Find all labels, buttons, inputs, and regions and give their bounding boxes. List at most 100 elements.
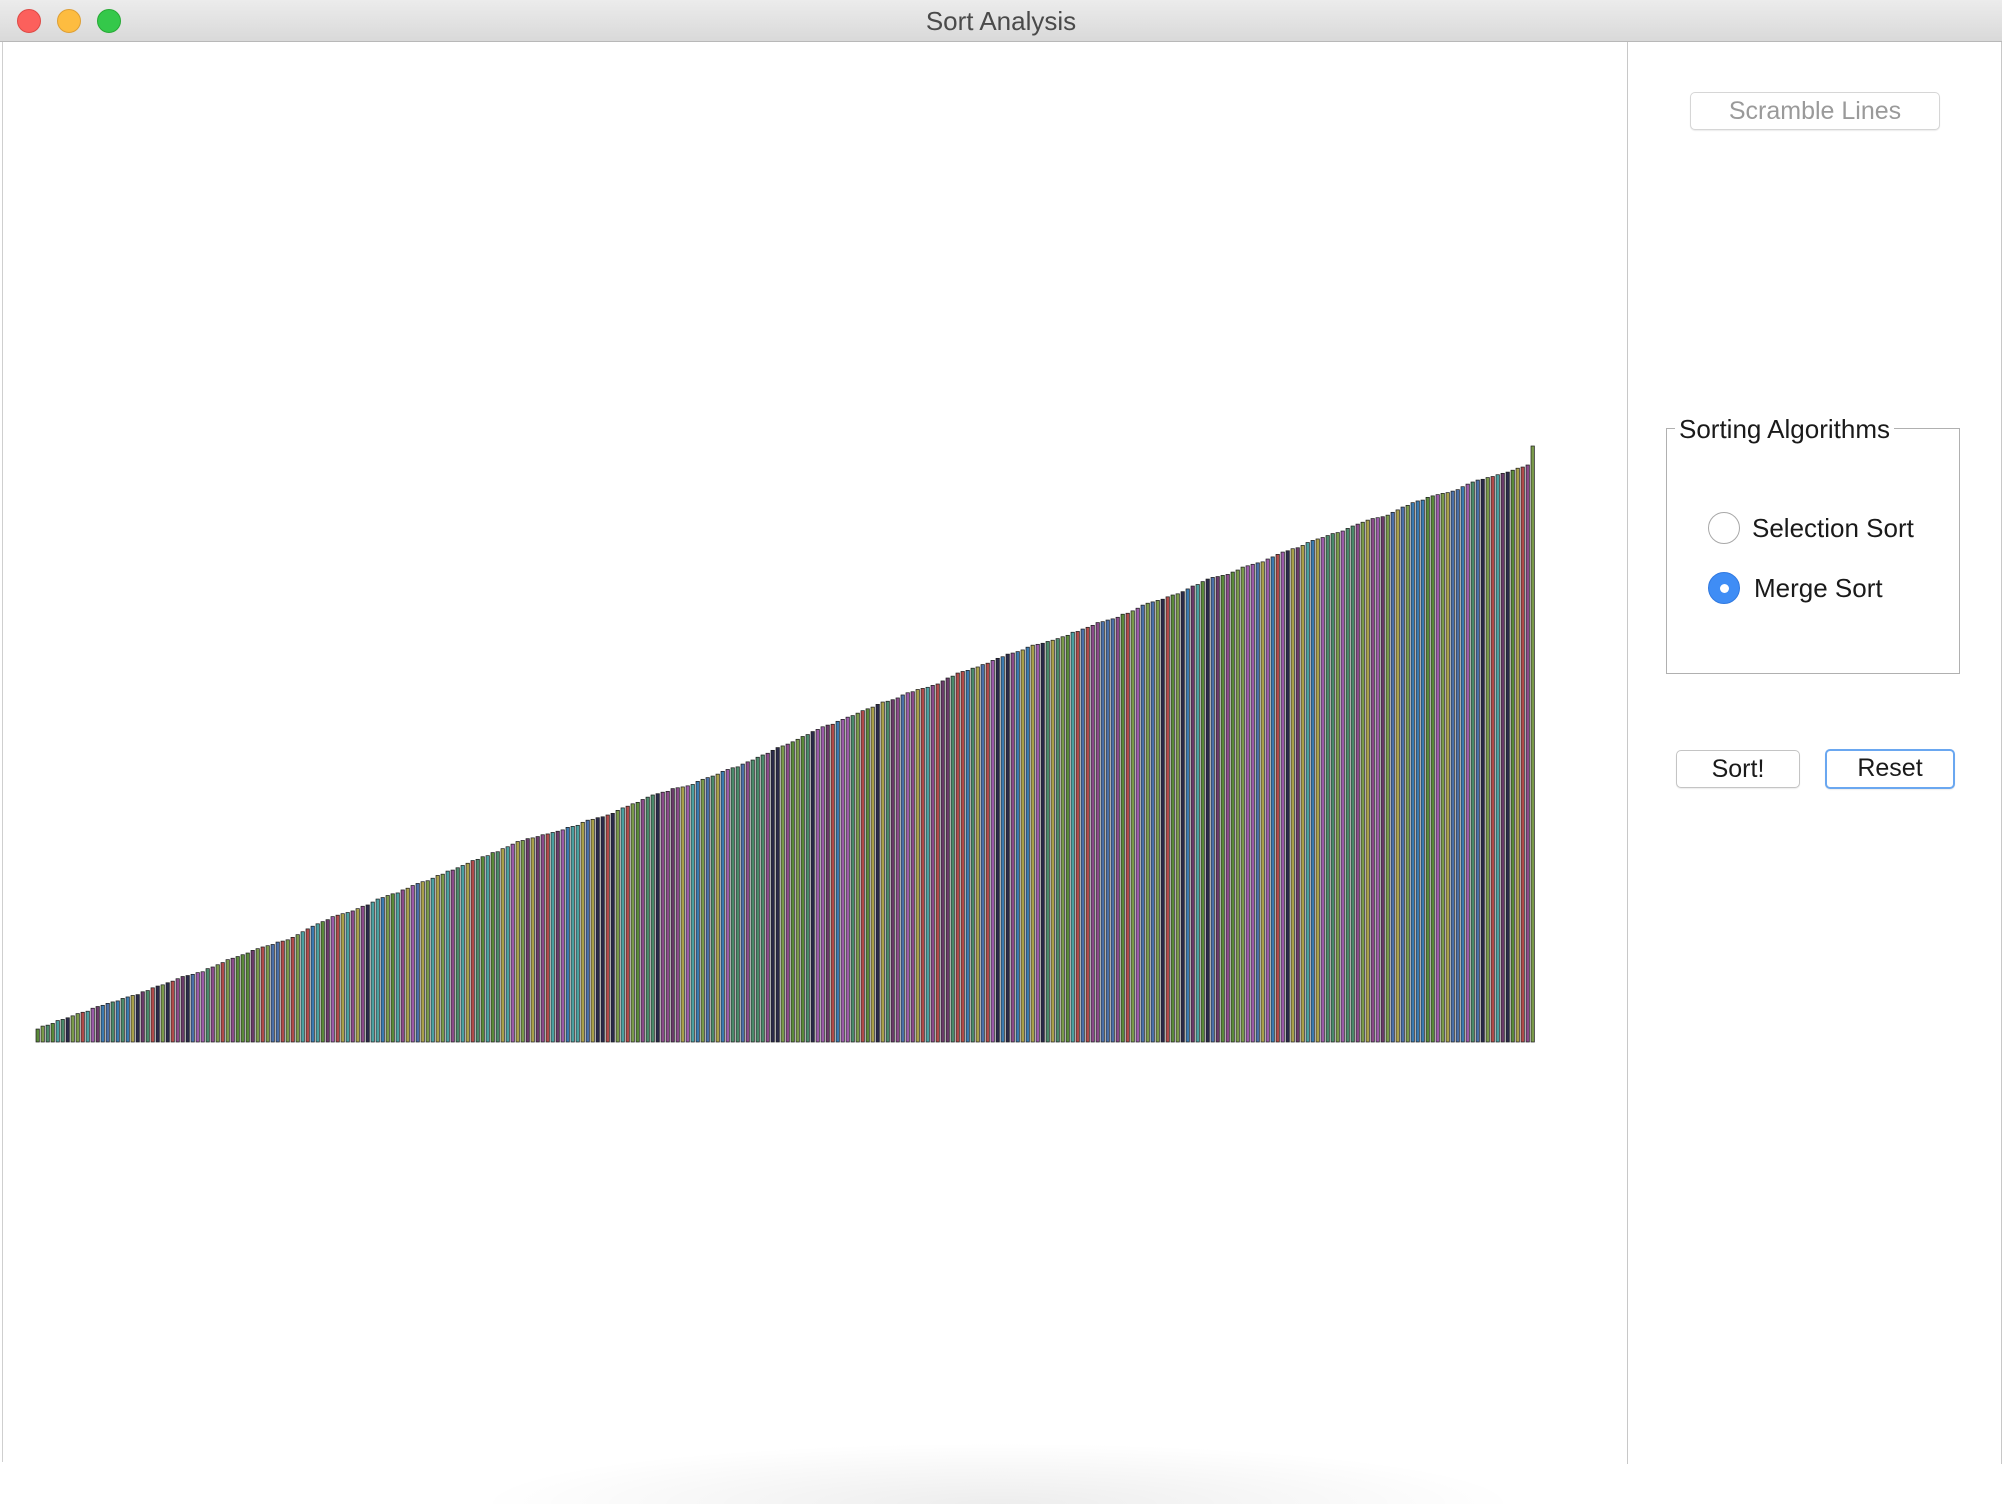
window-title: Sort Analysis xyxy=(925,6,1077,36)
sort-line xyxy=(1510,469,1515,1043)
sort-line xyxy=(1195,584,1200,1043)
sort-line xyxy=(105,1003,110,1043)
sort-line xyxy=(720,770,725,1043)
sort-line xyxy=(1215,576,1220,1043)
sort-line xyxy=(165,982,170,1043)
sort-line xyxy=(320,921,325,1043)
merge-sort-label[interactable]: Merge Sort xyxy=(1754,573,1883,603)
sort-line xyxy=(1210,577,1215,1043)
sort-line xyxy=(1305,542,1310,1043)
merge-sort-radio[interactable] xyxy=(1708,572,1740,604)
sort-line xyxy=(395,892,400,1043)
sort-line xyxy=(780,745,785,1043)
sort-line xyxy=(1375,517,1380,1043)
sort-line xyxy=(725,769,730,1043)
sort-line xyxy=(185,975,190,1043)
sort-line xyxy=(775,747,780,1043)
sort-line xyxy=(340,913,345,1043)
sort-line xyxy=(1435,494,1440,1043)
sort-line xyxy=(1035,643,1040,1043)
sort-line xyxy=(460,865,465,1043)
sort-line xyxy=(225,959,230,1043)
scramble-lines-button[interactable]: Scramble Lines xyxy=(1690,92,1940,130)
sort-line xyxy=(1040,642,1045,1043)
sort-line xyxy=(1130,610,1135,1043)
sort-line xyxy=(785,743,790,1043)
sort-line xyxy=(770,749,775,1043)
sort-line xyxy=(1230,571,1235,1043)
sort-line xyxy=(555,830,560,1043)
sort-line xyxy=(1445,492,1450,1043)
sort-line xyxy=(535,836,540,1043)
sort-line xyxy=(1185,588,1190,1043)
sort-line xyxy=(510,843,515,1043)
sort-line xyxy=(1095,622,1100,1043)
sort-line xyxy=(675,787,680,1043)
sort-line xyxy=(270,944,275,1043)
sort-line xyxy=(840,718,845,1043)
sort-line xyxy=(900,694,905,1043)
sort-line xyxy=(965,670,970,1043)
sort-line xyxy=(1255,562,1260,1043)
sorting-algorithms-group xyxy=(1666,428,1960,674)
sort-line xyxy=(685,785,690,1043)
selection-sort-label[interactable]: Selection Sort xyxy=(1752,513,1914,543)
reset-button[interactable]: Reset xyxy=(1825,749,1955,789)
sort-line xyxy=(495,851,500,1043)
sort-line xyxy=(1155,600,1160,1043)
sort-line xyxy=(695,781,700,1043)
sort-line xyxy=(665,790,670,1043)
sort-line xyxy=(980,664,985,1043)
sort-line xyxy=(1160,598,1165,1043)
sort-line xyxy=(80,1011,85,1043)
sort-line xyxy=(1395,509,1400,1043)
sort-line xyxy=(945,677,950,1043)
sort-line xyxy=(650,794,655,1043)
sort-line xyxy=(1415,500,1420,1043)
sort-line xyxy=(1080,628,1085,1043)
sort-line xyxy=(1240,566,1245,1043)
sort-line xyxy=(445,870,450,1043)
sort-line xyxy=(235,956,240,1043)
sort-line xyxy=(1490,476,1495,1043)
selection-sort-radio[interactable] xyxy=(1708,512,1740,544)
sort-line xyxy=(635,801,640,1043)
sort-line xyxy=(1070,631,1075,1043)
sort-line xyxy=(640,799,645,1043)
sort-line xyxy=(795,738,800,1043)
sort-line xyxy=(660,791,665,1043)
sort-line xyxy=(515,841,520,1043)
minimize-window-button[interactable] xyxy=(57,9,81,33)
sort-line xyxy=(1355,523,1360,1043)
sort-line xyxy=(1055,638,1060,1043)
sort-line xyxy=(40,1025,45,1043)
sort-line xyxy=(835,720,840,1043)
sort-line xyxy=(935,683,940,1043)
sort-line xyxy=(180,976,185,1043)
sort-line xyxy=(865,708,870,1043)
sort-line xyxy=(155,985,160,1043)
sort-line xyxy=(170,980,175,1043)
sort-line xyxy=(330,916,335,1043)
sort-line xyxy=(450,869,455,1043)
sort-line xyxy=(855,712,860,1043)
sort-line xyxy=(280,940,285,1043)
control-panel: Scramble Lines Sorting Algorithms Select… xyxy=(1627,42,2002,1464)
sort-line xyxy=(85,1010,90,1043)
maximize-window-button[interactable] xyxy=(97,9,121,33)
sort-line xyxy=(1250,563,1255,1043)
title-bar[interactable]: Sort Analysis xyxy=(0,0,2002,42)
sort-line xyxy=(875,704,880,1043)
sort-line xyxy=(715,773,720,1043)
sort-line xyxy=(60,1019,65,1043)
close-window-button[interactable] xyxy=(17,9,41,33)
sort-line xyxy=(745,761,750,1043)
sort-line xyxy=(260,946,265,1043)
sort-line xyxy=(1465,483,1470,1043)
sort-line xyxy=(755,756,760,1043)
sort-button[interactable]: Sort! xyxy=(1676,750,1800,788)
sort-line xyxy=(390,893,395,1043)
sort-line xyxy=(950,675,955,1043)
sort-line xyxy=(565,827,570,1043)
sort-line xyxy=(620,807,625,1043)
